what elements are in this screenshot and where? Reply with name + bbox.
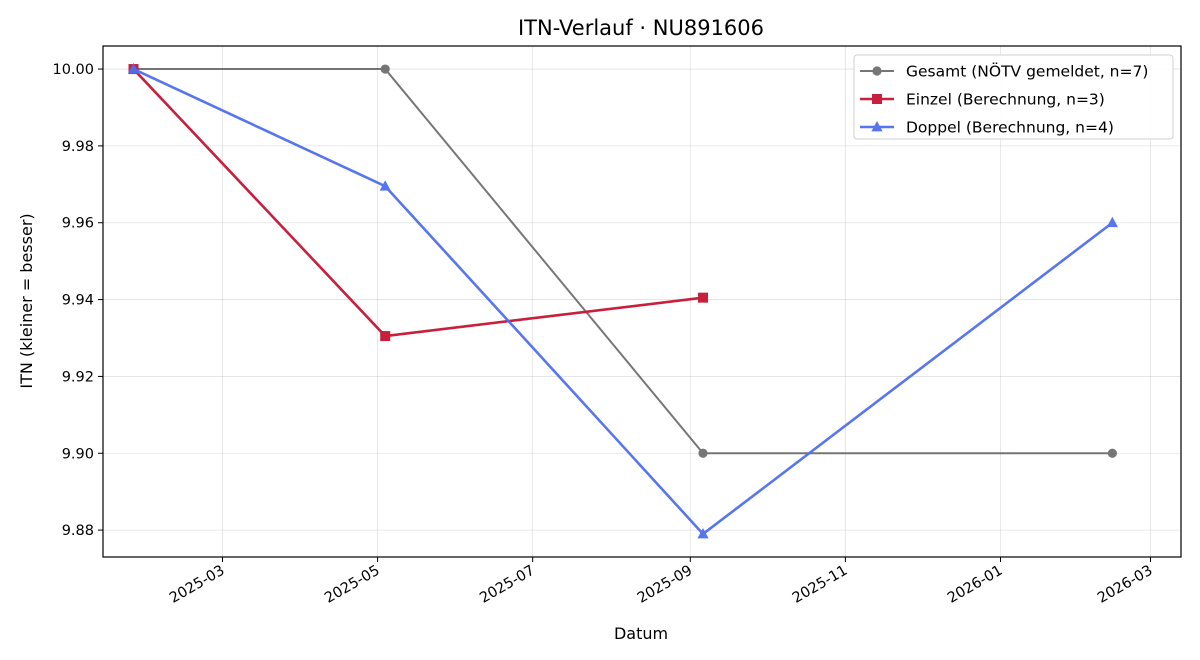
legend-box [853, 54, 1174, 140]
legend-marker [871, 121, 883, 132]
legend-marker [872, 94, 882, 104]
legend-label: Gesamt (NÖTV gemeldet, n=7) [906, 62, 1148, 81]
data-point [697, 527, 709, 539]
data-point [379, 180, 391, 191]
grid [103, 46, 1181, 557]
series-line [133, 68, 1113, 455]
series-layer [127, 63, 1118, 539]
y-tick-label: 9.88 [62, 523, 94, 539]
y-tick-label: 10.00 [52, 62, 94, 78]
plot-area-frame [102, 45, 1182, 558]
data-point [1106, 216, 1118, 228]
data-point [698, 448, 708, 458]
data-point [127, 63, 140, 74]
y-tick-label: 9.98 [62, 139, 94, 155]
legend-entry [860, 94, 894, 104]
data-point [380, 331, 391, 342]
y-axis-label: ITN (kleiner = besser) [17, 213, 36, 388]
legend-entry [860, 66, 894, 76]
legend-label: Doppel (Berechnung, n=4) [906, 119, 1114, 137]
series-3 [127, 63, 1118, 539]
data-point [698, 292, 709, 303]
chart-title: ITN-Verlauf · NU891606 [518, 16, 764, 40]
y-tick-label: 9.94 [62, 293, 94, 309]
data-point [380, 64, 390, 74]
y-tick-label: 9.90 [62, 446, 94, 462]
legend-label: Einzel (Berechnung, n=3) [906, 91, 1105, 109]
data-point [1107, 448, 1117, 458]
y-tick-label: 9.92 [62, 369, 94, 385]
legend: Gesamt (NÖTV gemeldet, n=7) Einzel (Berec… [853, 54, 1174, 140]
series-line [132, 67, 1114, 536]
y-tick-label: 9.96 [62, 216, 94, 232]
x-axis-label: Datum [614, 624, 668, 643]
legend-entry [860, 121, 894, 132]
legend-marker [872, 66, 882, 76]
